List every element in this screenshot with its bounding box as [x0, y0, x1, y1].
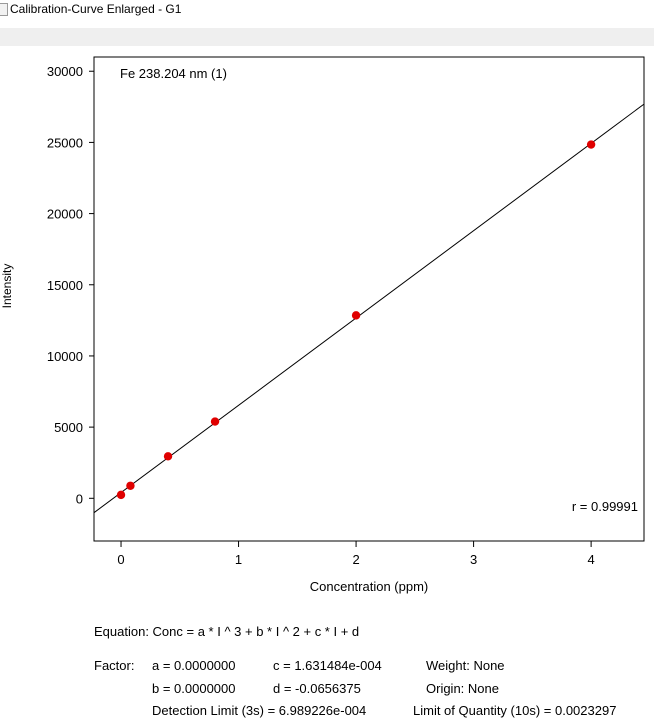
- correlation-annotation: r = 0.99991: [572, 499, 638, 514]
- y-tick-label: 20000: [47, 207, 83, 222]
- origin-value: Origin: None: [426, 681, 499, 696]
- x-tick-label: 1: [235, 552, 242, 567]
- limit-of-quantity: Limit of Quantity (10s) = 0.0023297: [413, 703, 617, 718]
- coefficient-c: c = 1.631484e-004: [273, 658, 382, 673]
- y-tick-label: 15000: [47, 278, 83, 293]
- coefficient-d: d = -0.0656375: [273, 681, 361, 696]
- x-tick-label: 4: [587, 552, 594, 567]
- weight-value: Weight: None: [426, 658, 505, 673]
- data-points-layer: [116, 140, 596, 500]
- equation-text: Equation: Conc = a * I ^ 3 + b * I ^ 2 +…: [94, 624, 360, 639]
- coefficient-a: a = 0.0000000: [152, 658, 236, 673]
- y-tick-label: 5000: [54, 420, 83, 435]
- y-tick-label: 25000: [47, 135, 83, 150]
- chart-title: Fe 238.204 nm (1): [120, 66, 227, 81]
- calibration-fit-line: [93, 103, 645, 514]
- window-icon: [0, 3, 8, 16]
- x-tick-label: 2: [352, 552, 359, 567]
- data-point[interactable]: [210, 417, 220, 426]
- y-tick-label: 10000: [47, 349, 83, 364]
- data-point[interactable]: [351, 311, 361, 320]
- fit-line-layer: [93, 103, 645, 514]
- title-bar: Calibration-Curve Enlarged - G1: [0, 0, 654, 24]
- y-tick-label: 0: [76, 491, 83, 506]
- x-tick-label: 3: [470, 552, 477, 567]
- data-point[interactable]: [586, 140, 596, 149]
- x-axis-label: Concentration (ppm): [310, 579, 429, 594]
- coefficient-b: b = 0.0000000: [152, 681, 236, 696]
- detection-limit: Detection Limit (3s) = 6.989226e-004: [152, 703, 367, 718]
- y-axis-ticks: 0 5000 10000 15000 20000 25000 30000: [47, 64, 94, 506]
- y-axis-label: Intensity: [0, 264, 14, 309]
- y-tick-label: 30000: [47, 64, 83, 79]
- plot-frame: [93, 56, 645, 542]
- window-title: Calibration-Curve Enlarged - G1: [10, 2, 182, 16]
- x-tick-label: 0: [117, 552, 124, 567]
- x-axis-ticks: 0 1 2 3 4: [117, 541, 595, 567]
- factor-label: Factor:: [94, 658, 135, 673]
- data-point[interactable]: [163, 452, 173, 461]
- data-point[interactable]: [126, 481, 135, 490]
- toolbar-strip: [0, 28, 654, 46]
- data-point[interactable]: [116, 490, 126, 500]
